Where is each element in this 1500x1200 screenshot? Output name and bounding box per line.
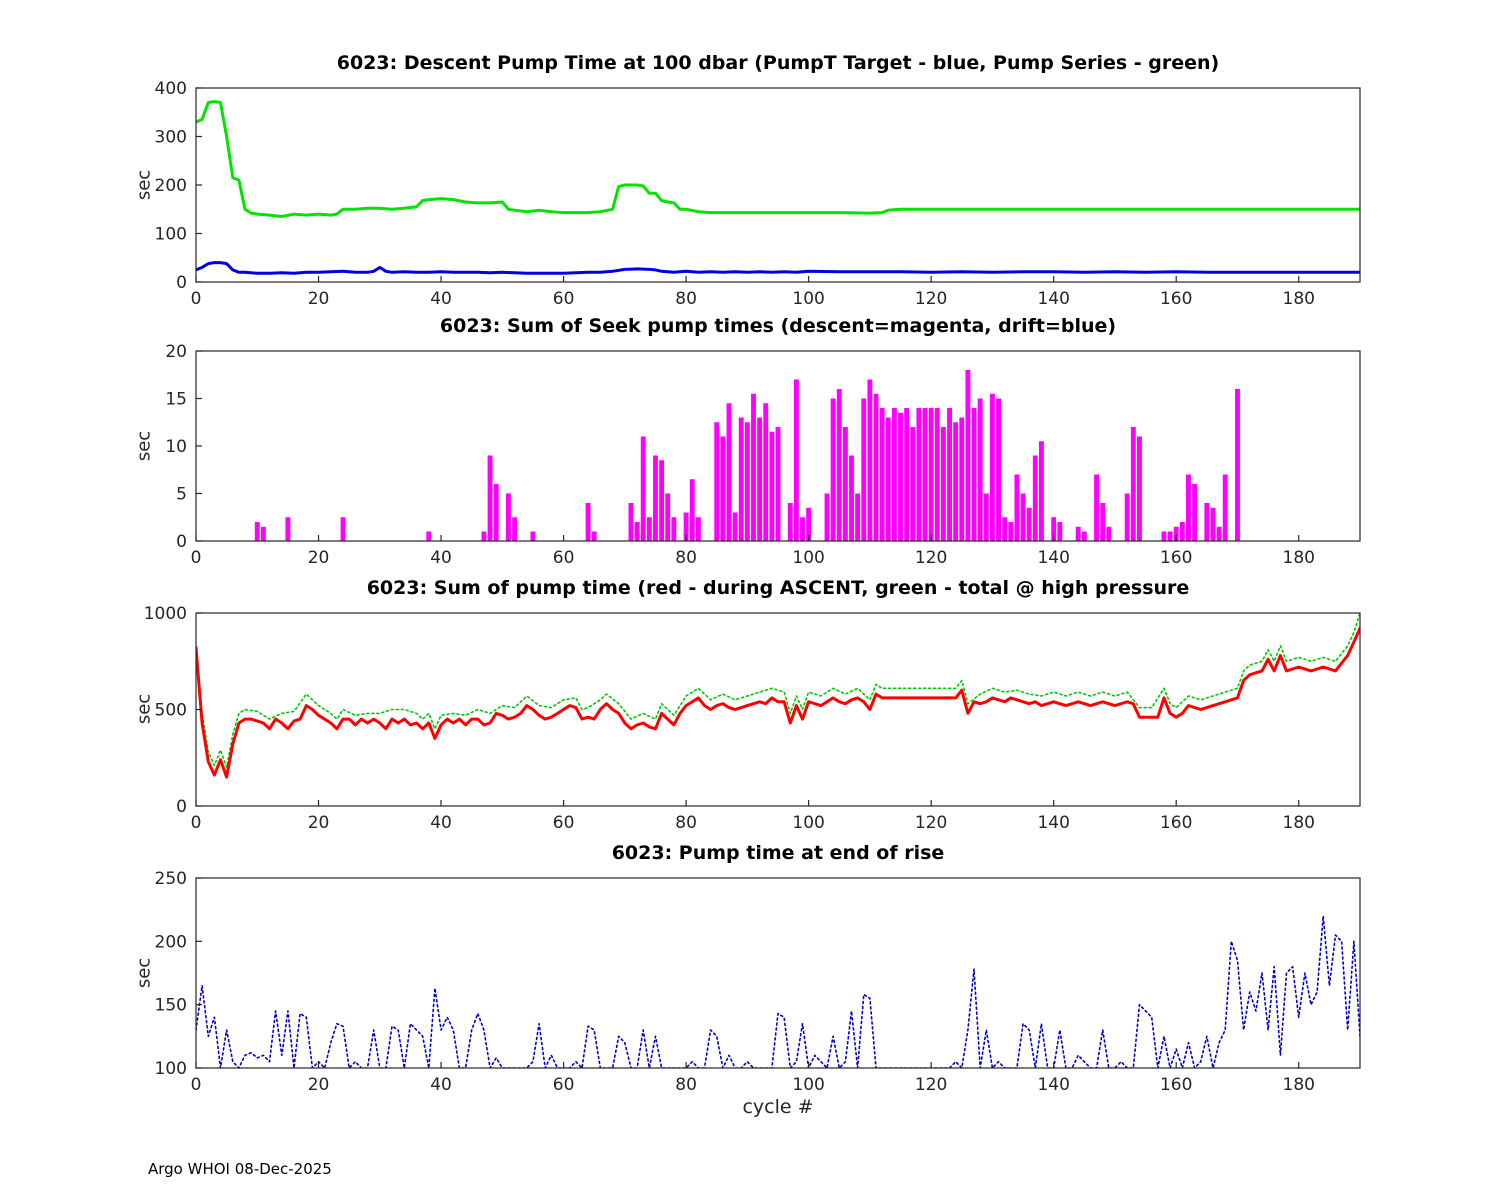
svg-text:140: 140: [1037, 548, 1069, 568]
svg-text:200: 200: [155, 176, 187, 196]
chart-title: 6023: Pump time at end of rise: [611, 842, 945, 864]
svg-text:0: 0: [176, 532, 187, 552]
svg-text:40: 40: [430, 1075, 452, 1095]
svg-text:140: 140: [1037, 813, 1069, 833]
svg-text:140: 140: [1037, 289, 1069, 309]
svg-text:0: 0: [191, 548, 202, 568]
svg-text:100: 100: [792, 1075, 824, 1095]
svg-text:120: 120: [915, 813, 947, 833]
svg-text:500: 500: [155, 701, 187, 721]
svg-text:80: 80: [675, 289, 697, 309]
svg-text:0: 0: [191, 1075, 202, 1095]
descent-pump-time-chart: 6023: Descent Pump Time at 100 dbar (Pum…: [130, 50, 1363, 312]
svg-text:40: 40: [430, 813, 452, 833]
svg-text:300: 300: [155, 128, 187, 148]
x-axis-label: cycle #: [742, 1096, 814, 1118]
footer-caption: Argo WHOI 08-Dec-2025: [148, 1160, 332, 1178]
svg-text:100: 100: [155, 1059, 187, 1079]
svg-text:60: 60: [553, 813, 575, 833]
svg-text:0: 0: [191, 289, 202, 309]
svg-text:15: 15: [165, 390, 187, 410]
chart-title: 6023: Descent Pump Time at 100 dbar (Pum…: [336, 52, 1220, 74]
svg-text:80: 80: [675, 548, 697, 568]
svg-text:120: 120: [915, 289, 947, 309]
svg-text:120: 120: [915, 1075, 947, 1095]
svg-text:160: 160: [1160, 289, 1192, 309]
svg-text:20: 20: [308, 289, 330, 309]
svg-text:80: 80: [675, 813, 697, 833]
svg-text:160: 160: [1160, 813, 1192, 833]
svg-text:180: 180: [1283, 813, 1315, 833]
seek-pump-times-chart: 6023: Sum of Seek pump times (descent=ma…: [130, 313, 1363, 571]
svg-text:180: 180: [1283, 289, 1315, 309]
svg-text:100: 100: [792, 548, 824, 568]
svg-text:250: 250: [155, 869, 187, 889]
svg-text:5: 5: [176, 485, 187, 505]
plot-area: 0 20 40 60 80 100 120 140 160 180 100 150 200 250: [155, 869, 1361, 1095]
svg-text:160: 160: [1160, 1075, 1192, 1095]
svg-text:20: 20: [308, 548, 330, 568]
chart-title: 6023: Sum of pump time (red - during ASC…: [366, 577, 1190, 599]
svg-text:180: 180: [1283, 548, 1315, 568]
sum-pump-time-chart: 6023: Sum of pump time (red - during ASC…: [130, 575, 1363, 836]
pump-time-end-of-rise-chart: 6023: Pump time at end of rise sec 0 20 40…: [130, 840, 1363, 1098]
svg-text:40: 40: [430, 289, 452, 309]
svg-text:80: 80: [675, 1075, 697, 1095]
svg-text:100: 100: [792, 289, 824, 309]
svg-text:0: 0: [191, 813, 202, 833]
svg-text:20: 20: [308, 1075, 330, 1095]
svg-text:60: 60: [553, 289, 575, 309]
svg-text:0: 0: [176, 797, 187, 817]
svg-text:20: 20: [165, 342, 187, 362]
plot-area: 0 20 40 60 80 100 120 140 160 180 0 5 10 15 20: [165, 342, 1361, 568]
chart-title: 6023: Sum of Seek pump times (descent=ma…: [439, 315, 1117, 337]
svg-text:0: 0: [176, 273, 187, 293]
svg-text:150: 150: [155, 996, 187, 1016]
plot-area: 0 20 40 60 80 100 120 140 160 180 0 500 1000: [144, 604, 1361, 833]
svg-text:100: 100: [155, 225, 187, 245]
svg-text:60: 60: [553, 548, 575, 568]
svg-text:20: 20: [308, 813, 330, 833]
svg-text:400: 400: [155, 79, 187, 99]
svg-text:1000: 1000: [144, 604, 187, 624]
svg-text:140: 140: [1037, 1075, 1069, 1095]
plot-area: 0 20 40 60 80 100 120 140 160 180 0 100 200 300 400: [155, 79, 1361, 309]
svg-text:200: 200: [155, 932, 187, 952]
svg-text:60: 60: [553, 1075, 575, 1095]
svg-text:40: 40: [430, 548, 452, 568]
svg-text:180: 180: [1283, 1075, 1315, 1095]
svg-text:100: 100: [792, 813, 824, 833]
svg-text:120: 120: [915, 548, 947, 568]
svg-text:10: 10: [165, 437, 187, 457]
svg-text:160: 160: [1160, 548, 1192, 568]
